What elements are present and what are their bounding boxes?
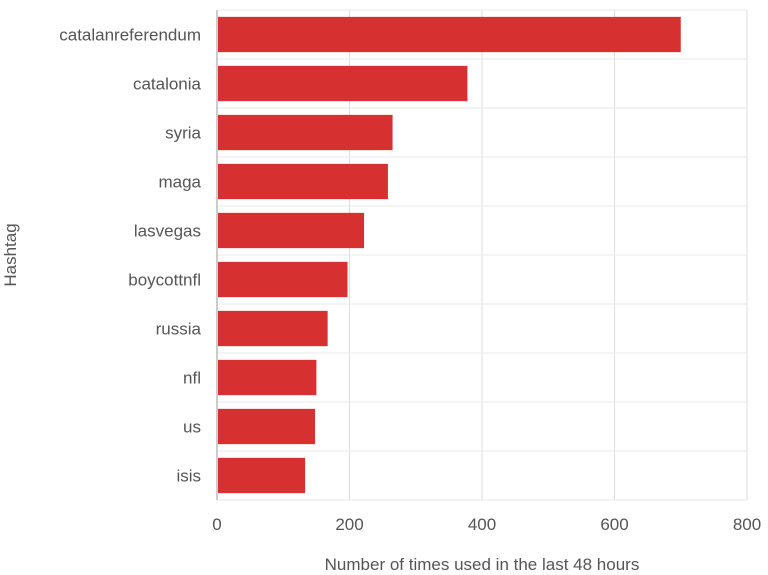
- category-labels: catalanreferendum catalonia syria maga lasve…: [59, 26, 201, 486]
- bar-boycottnfl: [218, 261, 348, 298]
- x-tick-labels: 0 200 400 600 800: [212, 515, 761, 534]
- bar-syria: [218, 114, 393, 151]
- bar-nfl: [218, 359, 317, 396]
- x-tick-label: 400: [468, 515, 496, 534]
- x-tick-label: 0: [212, 515, 221, 534]
- category-label-isis: isis: [176, 467, 201, 486]
- bar-us: [218, 408, 316, 445]
- category-label-syria: syria: [165, 124, 201, 143]
- category-label-nfl: nfl: [183, 369, 201, 388]
- bar-catalanreferendum: [218, 16, 681, 53]
- category-label-us: us: [183, 418, 201, 437]
- x-axis-title: Number of times used in the last 48 hour…: [325, 555, 640, 574]
- bars: [218, 16, 681, 494]
- category-label-catalanreferendum: catalanreferendum: [59, 26, 201, 45]
- gridlines: [216, 9, 748, 501]
- category-label-catalonia: catalonia: [133, 75, 202, 94]
- category-label-lasvegas: lasvegas: [134, 222, 201, 241]
- x-tick-label: 200: [335, 515, 363, 534]
- category-label-maga: maga: [158, 173, 201, 192]
- x-tick-label: 800: [733, 515, 761, 534]
- bar-isis: [218, 457, 306, 494]
- x-tick-label: 600: [600, 515, 628, 534]
- category-label-boycottnfl: boycottnfl: [128, 271, 201, 290]
- bar-lasvegas: [218, 212, 365, 249]
- bar-maga: [218, 163, 388, 200]
- y-axis-title: Hashtag: [1, 223, 20, 286]
- bar-russia: [218, 310, 328, 347]
- bar-catalonia: [218, 65, 468, 102]
- category-label-russia: russia: [156, 320, 202, 339]
